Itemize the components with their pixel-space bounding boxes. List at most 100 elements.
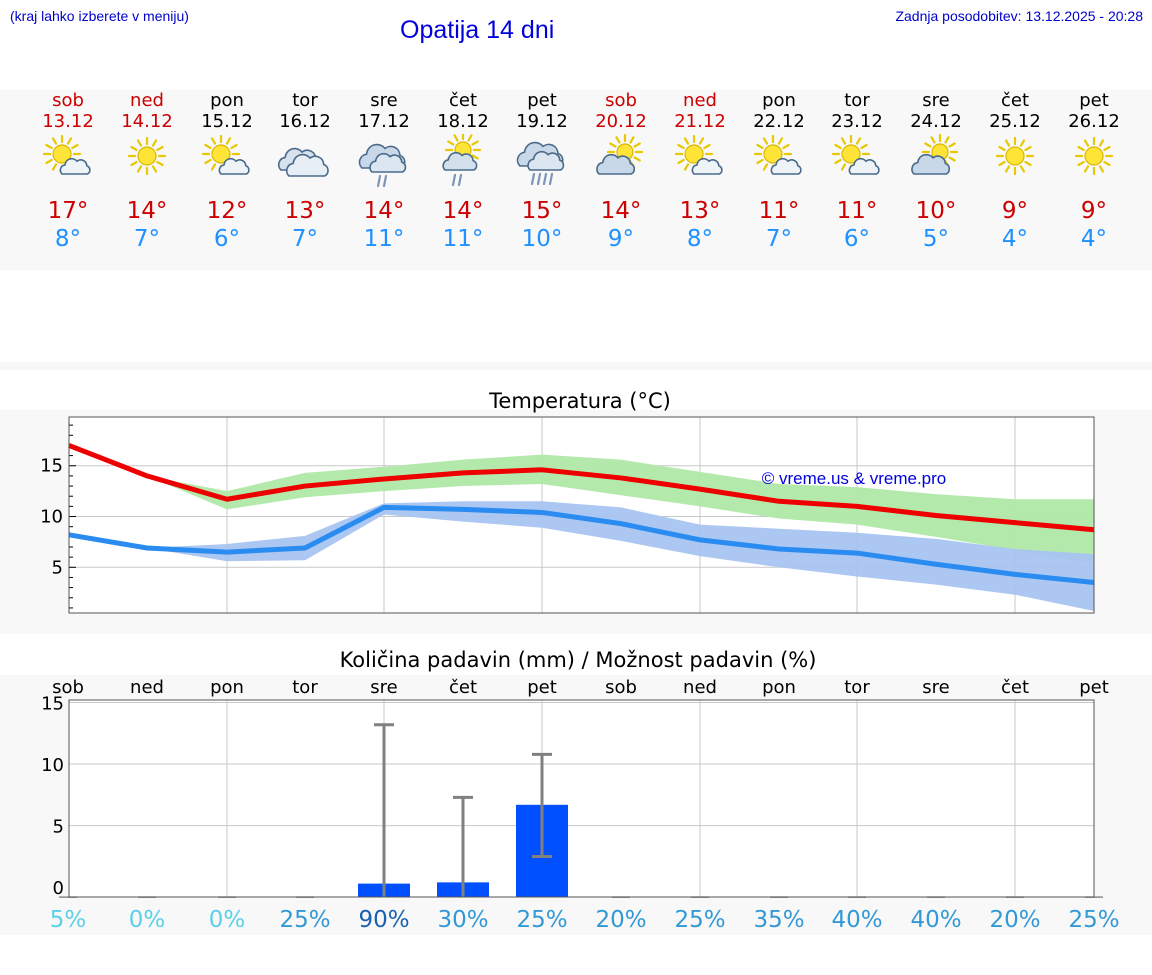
- precip-day-label: čet: [1001, 677, 1029, 698]
- precip-day-label: sre: [922, 677, 949, 698]
- precip-probability-label: 40%: [910, 907, 961, 933]
- weather-icon: [906, 133, 966, 192]
- forecast-day: čet 18.12 14° 11°: [423, 90, 503, 253]
- temp-max: 14°: [363, 198, 405, 224]
- cloud-rain-icon: [358, 143, 407, 188]
- day-name: pet: [1079, 90, 1109, 111]
- sun-cloud-icon: [201, 134, 250, 175]
- temp-max: 14°: [600, 198, 642, 224]
- sun-cloud-icon: [831, 134, 880, 175]
- day-date: 16.12: [279, 111, 331, 132]
- day-date: 23.12: [831, 111, 883, 132]
- precip-tick-label: 15: [41, 693, 64, 714]
- precip-probability-label: 40%: [831, 907, 882, 933]
- weather-icon: [117, 134, 177, 192]
- weather-icon: [985, 134, 1045, 192]
- weather-icon: [197, 134, 257, 192]
- min-temperature-line: [68, 504, 1095, 586]
- day-date: 18.12: [437, 111, 489, 132]
- day-date: 26.12: [1068, 111, 1120, 132]
- day-date: 14.12: [121, 111, 173, 132]
- day-date: 21.12: [674, 111, 726, 132]
- forecast-day: sre 17.12 14° 11°: [344, 90, 424, 253]
- last-updated: Zadnja posodobitev: 13.12.2025 - 20:28: [895, 8, 1143, 24]
- forecast-day: tor 16.12 13° 7°: [265, 90, 345, 253]
- precip-day-label: tor: [844, 677, 870, 698]
- day-name: sre: [922, 90, 950, 111]
- temp-max: 9°: [1080, 198, 1108, 224]
- precip-day-label: ned: [130, 677, 164, 698]
- precip-probability-label: 25%: [674, 907, 725, 933]
- sun-cloud-rain-icon: [442, 131, 482, 187]
- precip-probability-label: 90%: [358, 907, 409, 933]
- weather-icon: [38, 134, 98, 192]
- day-name: ned: [130, 90, 164, 111]
- day-name: čet: [448, 90, 478, 111]
- forecast-day: ned 14.12 14° 7°: [107, 90, 187, 253]
- forecast-strip: sob 13.12 17° 8° ned 14.12 14° 7° pon 15.12 12° 6° t…: [0, 90, 1152, 270]
- precip-tick-label: 5: [53, 817, 64, 838]
- weather-icon: [749, 134, 809, 192]
- precip-day-label: pet: [1079, 677, 1109, 698]
- day-date: 15.12: [201, 111, 253, 132]
- weather-icon: [670, 134, 730, 192]
- precip-day-label: sre: [370, 677, 397, 698]
- temp-max: 11°: [836, 198, 878, 224]
- day-name: pon: [762, 90, 796, 111]
- watermark: © vreme.us & vreme.pro: [762, 469, 946, 488]
- precip-day-label: ned: [683, 677, 717, 698]
- day-name: tor: [292, 90, 318, 111]
- cloud-sun-icon: [911, 133, 959, 175]
- max-temperature-band: [147, 454, 1094, 564]
- day-name: ned: [683, 90, 717, 111]
- precip-tick-label: 10: [41, 755, 64, 776]
- day-date: 17.12: [358, 111, 410, 132]
- day-date: 20.12: [595, 111, 647, 132]
- temp-max: 14°: [126, 198, 168, 224]
- temp-max: 12°: [206, 198, 248, 224]
- forecast-day: pon 22.12 11° 7°: [739, 90, 819, 253]
- temp-max: 14°: [442, 198, 484, 224]
- cloudy-icon: [277, 147, 329, 177]
- precip-day-label: pet: [527, 677, 557, 698]
- temp-max: 15°: [521, 198, 563, 224]
- forecast-day: pet 26.12 9° 4°: [1054, 90, 1134, 253]
- precip-day-label: čet: [449, 677, 477, 698]
- temp-min: 5°: [922, 226, 950, 252]
- precip-probability-label: 25%: [279, 907, 330, 933]
- temperature-tick-label: 5: [52, 557, 63, 578]
- day-date: 22.12: [753, 111, 805, 132]
- weather-icon: [591, 133, 651, 192]
- cloud-sun-icon: [596, 133, 644, 175]
- precip-probability-label: 0%: [129, 907, 166, 933]
- weather-icon: [354, 134, 414, 192]
- temp-min: 4°: [1001, 226, 1029, 252]
- forecast-day: ned 21.12 13° 8°: [660, 90, 740, 253]
- temp-max: 17°: [47, 198, 89, 224]
- day-name: sre: [370, 90, 398, 111]
- precip-plot-area: [69, 700, 1094, 897]
- precip-probability-label: 30%: [437, 907, 488, 933]
- day-name: sob: [605, 90, 637, 111]
- forecast-day: sob 20.12 14° 9°: [581, 90, 661, 253]
- sun-icon: [995, 136, 1035, 176]
- temperature-tick-label: 10: [40, 507, 63, 528]
- sun-cloud-icon: [674, 134, 723, 175]
- temp-min: 7°: [133, 226, 161, 252]
- separator-band: [0, 362, 1152, 370]
- precip-day-label: sob: [605, 677, 637, 698]
- forecast-day: sob 13.12 17° 8°: [28, 90, 108, 253]
- temp-min: 9°: [607, 226, 635, 252]
- temp-min: 6°: [843, 226, 871, 252]
- precip-plot-frame: [68, 699, 1095, 898]
- forecast-day: tor 23.12 11° 6°: [817, 90, 897, 253]
- temp-min: 11°: [363, 226, 405, 252]
- temp-max: 9°: [1001, 198, 1029, 224]
- temp-min: 8°: [686, 226, 714, 252]
- precip-probability-label: 5%: [50, 907, 87, 933]
- forecast-day: sre 24.12 10° 5°: [896, 90, 976, 253]
- precip-tick-label: 0: [53, 878, 64, 899]
- temp-max: 13°: [679, 198, 721, 224]
- cloud-heavy-rain-icon: [516, 141, 565, 186]
